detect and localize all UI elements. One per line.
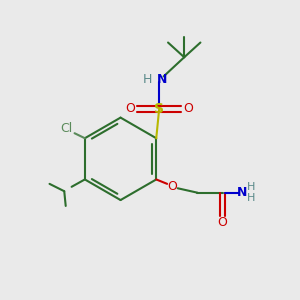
Text: O: O (167, 180, 177, 193)
Text: O: O (184, 102, 194, 115)
Text: S: S (154, 102, 164, 116)
Text: N: N (236, 186, 247, 199)
Text: H: H (143, 73, 152, 86)
Text: N: N (157, 73, 167, 86)
Text: Cl: Cl (60, 122, 72, 135)
Text: O: O (125, 102, 135, 115)
Text: H: H (247, 182, 255, 192)
Text: O: O (218, 216, 227, 229)
Text: H: H (247, 193, 255, 203)
